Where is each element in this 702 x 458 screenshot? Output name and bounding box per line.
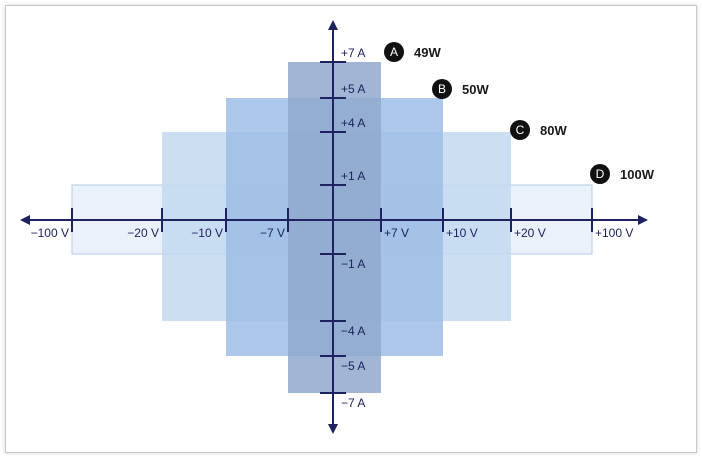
y-tick-label: −7 A <box>341 396 365 410</box>
badge-circle <box>384 42 404 62</box>
axis-arrow-left <box>20 215 30 225</box>
x-tick-label: −10 V <box>191 226 223 240</box>
y-tick-label: −1 A <box>341 257 365 271</box>
badge-circle <box>432 79 452 99</box>
x-tick-label: +10 V <box>446 226 478 240</box>
axis-ticks <box>71 61 593 394</box>
axes <box>20 20 648 434</box>
quadrant-badge-a: A 49W <box>384 42 441 62</box>
x-tick-label: +100 V <box>595 226 633 240</box>
badge-circle <box>590 164 610 184</box>
x-tick-label: +7 V <box>384 226 409 240</box>
quadrant-badge-c: C 80W <box>510 120 567 140</box>
badge-letter: B <box>438 82 446 96</box>
y-tick-label: +4 A <box>341 116 365 130</box>
badge-letter: A <box>390 45 398 59</box>
quadrant-badge-b: B 50W <box>432 79 489 99</box>
y-tick-label: −4 A <box>341 324 365 338</box>
power-label: 50W <box>462 82 489 97</box>
y-tick-label: −5 A <box>341 359 365 373</box>
power-label: 80W <box>540 123 567 138</box>
x-tick-label: +20 V <box>514 226 546 240</box>
badge-letter: D <box>596 167 605 181</box>
axis-arrow-up <box>328 20 338 30</box>
axis-arrow-down <box>328 424 338 434</box>
quadrant-badges: A 49W B 50W C 80W D 100W <box>384 42 655 184</box>
badge-circle <box>510 120 530 140</box>
axis-tick-labels: −100 V −20 V −10 V −7 V +7 V +10 V +20 V +100 V… <box>31 46 634 410</box>
x-tick-label: −7 V <box>260 226 285 240</box>
axis-arrow-right <box>638 215 648 225</box>
quadrant-badge-d: D 100W <box>590 164 655 184</box>
power-label: 100W <box>620 167 655 182</box>
x-tick-label: −100 V <box>31 226 69 240</box>
y-tick-label: +1 A <box>341 169 365 183</box>
power-label: 49W <box>414 45 441 60</box>
y-tick-label: +5 A <box>341 82 365 96</box>
region-a <box>288 62 381 393</box>
y-tick-label: +7 A <box>341 46 365 60</box>
badge-letter: C <box>516 123 525 137</box>
x-tick-label: −20 V <box>127 226 159 240</box>
